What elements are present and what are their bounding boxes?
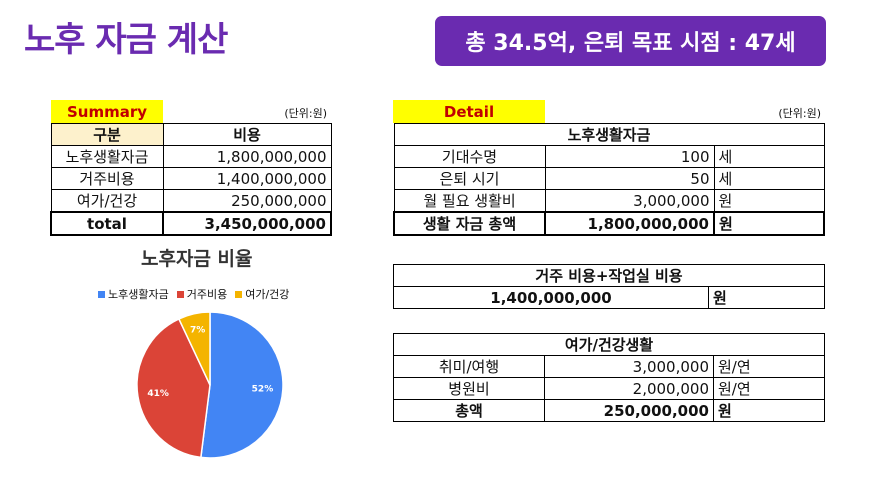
pie-data-label: 41%	[147, 389, 169, 399]
legend-label: 거주비용	[186, 288, 228, 301]
detail-row-label: 은퇴 시기	[393, 167, 546, 190]
detail-row-unit: 세	[713, 145, 825, 168]
detail-row-unit: 원/연	[713, 377, 825, 400]
legend-label: 여가/건강	[245, 288, 290, 301]
detail-living-table: 노후생활자금 기대수명 100 세 은퇴 시기 50 세 월 필요 생활비 3,…	[393, 123, 825, 236]
detail-row-value: 50	[544, 167, 715, 190]
summary-row-label: 여가/건강	[50, 189, 164, 213]
table-row: 기대수명 100 세	[393, 145, 825, 168]
summary-row-value: 1,800,000,000	[162, 145, 332, 168]
detail-row-unit: 원	[713, 189, 825, 213]
pie-slice	[136, 317, 211, 459]
summary-header-cost: 비용	[162, 123, 332, 146]
table-row: 월 필요 생활비 3,000,000 원	[393, 189, 825, 213]
detail-row-value: 2,000,000	[544, 377, 714, 400]
pie-slice	[177, 311, 211, 386]
chart-legend: 노후생활자금 거주비용 여가/건강	[98, 286, 289, 302]
detail-header: Detail (단위:원)	[393, 100, 825, 123]
summary-total-value: 3,450,000,000	[162, 211, 332, 236]
legend-item: 노후생활자금	[98, 286, 169, 302]
detail-unit: (단위:원)	[778, 107, 821, 120]
table-row: 거주비용 1,400,000,000	[50, 167, 332, 190]
detail-row-unit: 원/연	[713, 355, 825, 378]
summary-row-label: 노후생활자금	[50, 145, 164, 168]
detail-row-label: 병원비	[393, 377, 545, 400]
detail-leisure-title: 여가/건강생활	[393, 333, 825, 356]
detail-living-total-value: 1,800,000,000	[544, 211, 715, 236]
detail-row-label: 기대수명	[393, 145, 546, 168]
detail-row-label: 월 필요 생활비	[393, 189, 546, 213]
detail-housing-title: 거주 비용+작업실 비용	[393, 264, 825, 287]
detail-housing-unit: 원	[708, 286, 825, 309]
summary-table: Summary (단위:원) 구분 비용 노후생활자금 1,800,000,00…	[50, 100, 332, 236]
pie-slice	[200, 311, 284, 459]
summary-row-value: 1,400,000,000	[162, 167, 332, 190]
chart-title: 노후자금 비율	[141, 248, 253, 270]
detail-row-unit: 세	[713, 167, 825, 190]
page-title: 노후 자금 계산	[24, 20, 228, 60]
summary-header-category: 구분	[50, 123, 164, 146]
detail-living-total-unit: 원	[713, 211, 825, 236]
legend-swatch	[176, 290, 184, 298]
table-row: 여가/건강 250,000,000	[50, 189, 332, 213]
legend-item: 거주비용	[176, 286, 228, 302]
table-row: 노후생활자금 1,800,000,000	[50, 145, 332, 168]
summary-badge: 총 34.5억, 은퇴 목표 시점 : 47세	[435, 16, 826, 66]
table-row: 취미/여행 3,000,000 원/연	[393, 355, 825, 378]
detail-tag: Detail	[393, 100, 545, 123]
detail-leisure-table: 여가/건강생활 취미/여행 3,000,000 원/연 병원비 2,000,00…	[393, 333, 825, 422]
legend-swatch	[235, 290, 243, 298]
detail-living-title: 노후생활자금	[393, 123, 825, 146]
summary-row-label: 거주비용	[50, 167, 164, 190]
pie-chart: 52% 41% 7%	[136, 311, 284, 459]
detail-row-value: 3,000,000	[544, 189, 715, 213]
detail-leisure-total-label: 총액	[393, 399, 545, 422]
detail-row-label: 취미/여행	[393, 355, 545, 378]
detail-living-total-label: 생활 자금 총액	[393, 211, 546, 236]
summary-total-label: total	[50, 211, 164, 236]
table-row: 은퇴 시기 50 세	[393, 167, 825, 190]
pie-data-label: 52%	[252, 384, 274, 394]
summary-tag: Summary	[51, 100, 163, 124]
legend-label: 노후생활자금	[108, 288, 169, 301]
detail-row-value: 3,000,000	[544, 355, 714, 378]
detail-housing-value: 1,400,000,000	[393, 286, 709, 309]
detail-housing-table: 거주 비용+작업실 비용 1,400,000,000 원	[393, 264, 825, 309]
detail-leisure-total-unit: 원	[713, 399, 825, 422]
table-row: 병원비 2,000,000 원/연	[393, 377, 825, 400]
detail-leisure-total-value: 250,000,000	[544, 399, 714, 422]
pie-data-label: 7%	[190, 325, 205, 335]
detail-row-value: 100	[544, 145, 715, 168]
legend-swatch	[98, 290, 105, 298]
legend-item: 여가/건강	[235, 286, 289, 302]
summary-row-value: 250,000,000	[162, 189, 332, 213]
summary-unit: (단위:원)	[284, 107, 327, 120]
